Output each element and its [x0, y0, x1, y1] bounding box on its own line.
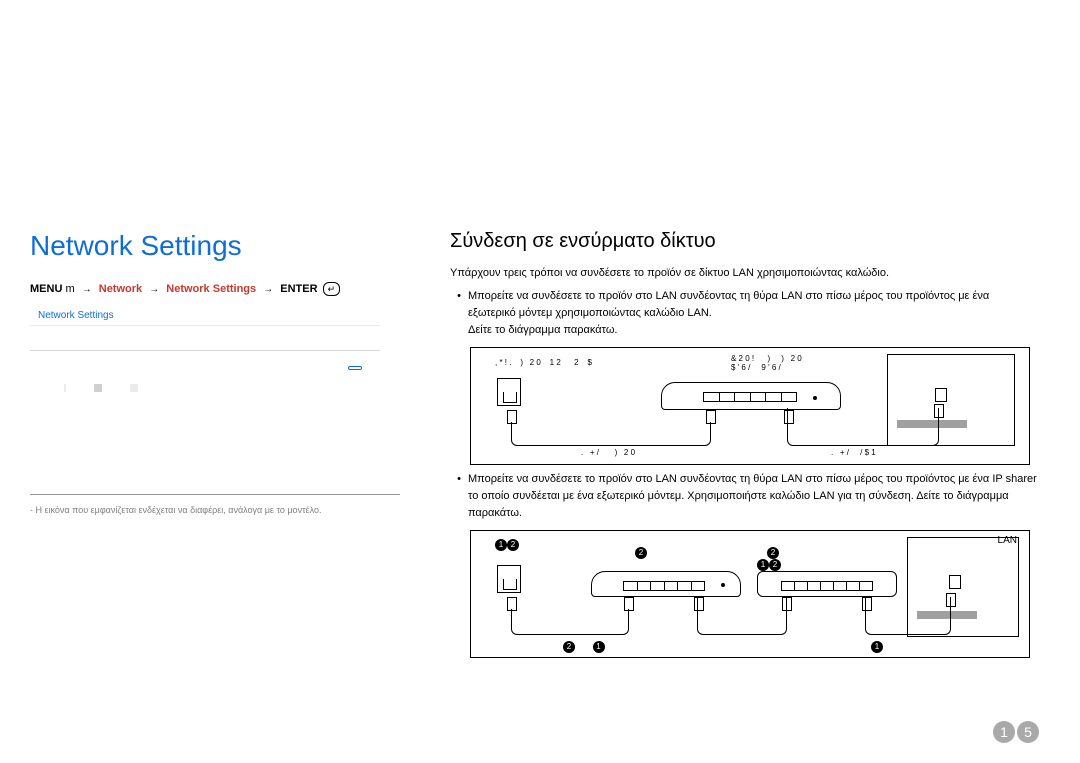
plug-icon: [862, 597, 872, 611]
diag-step-label: 12: [757, 559, 781, 571]
bullet-item: • Μπορείτε να συνδέσετε το προϊόν στο LA…: [450, 471, 1040, 522]
panel-button[interactable]: [348, 366, 362, 370]
diag-step-label: 2: [767, 547, 779, 559]
settings-panel: Network Settings: [30, 306, 380, 476]
bullet-dot: •: [450, 471, 468, 522]
tv-lan-port-icon: [947, 575, 963, 595]
bc-enter: ENTER: [280, 283, 317, 295]
bullet-text: Μπορείτε να συνδέσετε το προϊόν στο LAN …: [468, 471, 1040, 522]
cable-icon: [697, 597, 787, 635]
enter-icon: ↵: [323, 282, 341, 296]
arrow-icon: →: [149, 284, 159, 295]
breadcrumb: MENU m → Network → Network Settings → EN…: [30, 282, 410, 296]
bc-network-settings: Network Settings: [166, 283, 256, 295]
bc-menu: MENU: [30, 283, 62, 295]
arrow-icon: →: [263, 284, 273, 295]
bullet-text: Μπορείτε να συνδέσετε το προϊόν στο LAN …: [468, 288, 1040, 339]
plug-icon: [946, 593, 956, 607]
page-number-digit: 5: [1017, 721, 1039, 743]
diag-label: , * ! . ) 2 0 1 2 2 $: [495, 358, 592, 367]
plug-icon: [706, 410, 716, 424]
page-number-digit: 1: [993, 721, 1015, 743]
plug-icon: [624, 597, 634, 611]
diag-label: & 2 0 ! ) ) 2 0 $ ' 6 / 9 ' 6 /: [731, 354, 802, 372]
cable-icon: [865, 597, 951, 635]
intro-text: Υπάρχουν τρεις τρόποι να συνδέσετε το πρ…: [450, 265, 1040, 282]
diag-step-label: 2 1: [563, 641, 605, 653]
bc-network: Network: [99, 283, 142, 295]
footnote: - Η εικόνα που εμφανίζεται ενδέχεται να …: [30, 505, 410, 515]
diag-step-label: 12: [495, 539, 519, 551]
connection-diagram-1: , * ! . ) 2 0 1 2 2 $ & 2 0 ! ) ) 2 0 $ …: [470, 347, 1030, 465]
plug-icon: [782, 597, 792, 611]
cable-icon: [511, 422, 711, 446]
diag-label: . + / / $ 1: [831, 448, 876, 457]
page-title: Network Settings: [30, 230, 410, 262]
arrow-icon: →: [82, 284, 92, 295]
panel-divider: [30, 350, 380, 351]
diag-label: . + / ) 2 0: [581, 448, 635, 457]
bullet-item: • Μπορείτε να συνδέσετε το προϊόν στο LA…: [450, 288, 1040, 339]
plug-icon: [784, 410, 794, 424]
plug-icon: [694, 597, 704, 611]
panel-title: Network Settings: [30, 306, 380, 325]
wall-jack-icon: [497, 378, 521, 406]
diag-step-label: 2: [635, 547, 647, 559]
modem-ports-icon: [703, 392, 797, 402]
router-ports-icon: [781, 581, 873, 591]
page-number: 15: [992, 721, 1040, 743]
section-divider: [30, 494, 400, 495]
connection-diagram-2: LAN 12 2 2 12: [470, 530, 1030, 658]
modem-ports-icon: [623, 581, 705, 591]
panel-indicators: [30, 375, 380, 401]
plug-icon: [934, 404, 944, 418]
cable-icon: [787, 408, 939, 446]
cable-icon: [511, 609, 629, 635]
diag-step-label: 1: [871, 641, 883, 653]
wall-jack-icon: [497, 565, 521, 593]
bc-menu-icon: m: [65, 283, 74, 295]
bullet-dot: •: [450, 288, 468, 339]
section-subtitle: Σύνδεση σε ενσύρματο δίκτυο: [450, 230, 1040, 253]
